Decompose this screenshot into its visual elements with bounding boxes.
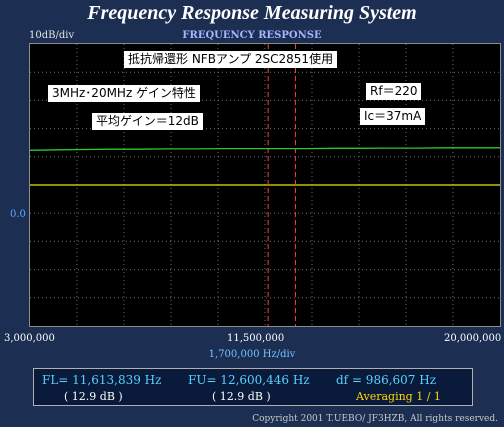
lower-frequency-readout: FL= 11,613,839 Hz [42, 373, 162, 387]
chart-title: FREQUENCY RESPONSE [182, 30, 322, 41]
lower-frequency-gain: ( 12.9 dB ) [64, 390, 123, 403]
note-ic: Ic＝37mA [360, 108, 426, 125]
plot-area: 抵抗帰還形 NFBアンプ 2SC2851使用 3MHz･20MHz ゲイン特性 … [29, 43, 501, 327]
x-tick-center: 11,500,000 [227, 333, 285, 344]
upper-frequency-gain: ( 12.9 dB ) [212, 390, 271, 403]
note-amplifier: 抵抗帰還形 NFBアンプ 2SC2851使用 [124, 51, 338, 68]
note-rf: Rf＝220 [366, 83, 422, 100]
x-tick-right: 20,000,000 [444, 333, 502, 344]
averaging-readout: Averaging 1 / 1 [356, 390, 441, 403]
trace-group [30, 147, 500, 151]
x-scale-label: 1,700,000 Hz/div [208, 349, 296, 360]
upper-frequency-readout: FU= 12,600,446 Hz [188, 373, 310, 387]
note-average-gain: 平均ゲイン＝12dB [92, 113, 203, 130]
bandwidth-readout: df = 986,607 Hz [336, 373, 437, 387]
app-title: Frequency Response Measuring System [87, 2, 417, 24]
plot-canvas [30, 44, 500, 326]
marker-group [267, 44, 296, 326]
note-gain-characteristics: 3MHz･20MHz ゲイン特性 [48, 85, 200, 102]
reference-level-label: 0.0 [10, 209, 26, 220]
marker-readout-panel: FL= 11,613,839 Hz ( 12.9 dB ) FU= 12,600… [33, 368, 473, 406]
y-scale-label: 10dB/div [29, 30, 75, 41]
gain-trace-line [30, 147, 500, 151]
copyright: Copyright 2001 T.UEBO/ JF3HZB, All right… [252, 414, 498, 424]
x-tick-left: 3,000,000 [4, 333, 55, 344]
